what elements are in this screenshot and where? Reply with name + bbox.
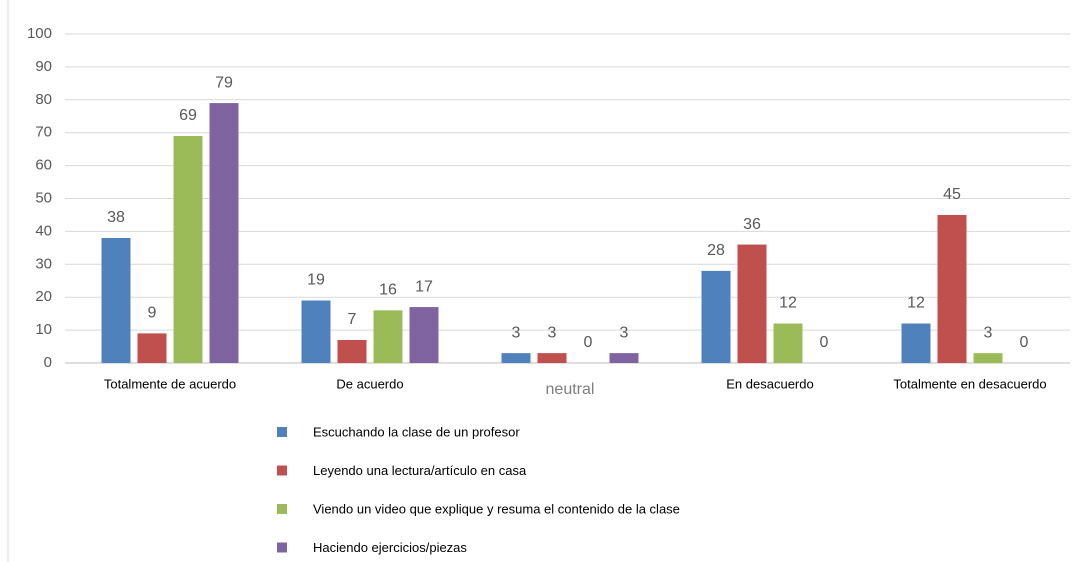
value-label: 3 xyxy=(620,324,629,341)
value-label: 3 xyxy=(548,324,557,341)
value-label: 12 xyxy=(907,295,925,312)
bar xyxy=(737,244,767,363)
bar xyxy=(301,300,331,363)
value-label: 16 xyxy=(379,282,397,299)
value-label: 69 xyxy=(179,107,197,124)
legend-swatch xyxy=(277,427,287,437)
value-label: 79 xyxy=(215,74,233,91)
value-label: 17 xyxy=(415,278,433,295)
y-tick-label: 80 xyxy=(35,91,52,108)
y-tick-label: 20 xyxy=(35,288,52,305)
value-label: 9 xyxy=(148,305,157,322)
value-label: 0 xyxy=(584,334,593,351)
value-label: 0 xyxy=(820,334,829,351)
value-label: 45 xyxy=(943,186,961,203)
x-tick-label: Totalmente en desacuerdo xyxy=(893,376,1046,391)
y-tick-label: 0 xyxy=(44,354,52,371)
bar xyxy=(209,103,239,363)
bar xyxy=(973,353,1003,363)
y-tick-label: 90 xyxy=(35,58,52,75)
bar xyxy=(937,214,967,363)
bar xyxy=(101,237,131,363)
value-label: 3 xyxy=(512,324,521,341)
y-tick-label: 10 xyxy=(35,321,52,338)
y-tick-label: 60 xyxy=(35,157,52,174)
x-tick-label: neutral xyxy=(546,381,595,398)
legend-label: Viendo un video que explique y resuma el… xyxy=(313,501,680,516)
bar xyxy=(373,310,403,363)
bar xyxy=(337,339,367,363)
value-label: 7 xyxy=(348,311,357,328)
bar xyxy=(701,270,731,363)
x-tick-label: De acuerdo xyxy=(336,376,403,391)
y-tick-label: 30 xyxy=(35,255,52,272)
bar xyxy=(409,307,439,363)
bar xyxy=(137,333,167,363)
y-tick-label: 40 xyxy=(35,222,52,239)
y-tick-label: 100 xyxy=(27,25,52,42)
x-tick-label: Totalmente de acuerdo xyxy=(104,376,236,391)
legend-swatch xyxy=(277,504,287,514)
value-label: 38 xyxy=(107,209,125,226)
value-label: 36 xyxy=(743,216,761,233)
legend-swatch xyxy=(277,465,287,476)
bar xyxy=(537,353,567,363)
bar xyxy=(773,323,803,363)
value-label: 12 xyxy=(779,295,797,312)
bar xyxy=(173,135,203,363)
legend-swatch xyxy=(277,542,287,553)
value-label: 19 xyxy=(307,272,325,289)
bar xyxy=(501,353,531,363)
value-label: 28 xyxy=(707,242,725,259)
legend-label: Leyendo una lectura/artículo en casa xyxy=(313,463,527,478)
bar xyxy=(609,353,639,363)
bar xyxy=(901,323,931,363)
value-label: 0 xyxy=(1020,334,1029,351)
y-tick-label: 70 xyxy=(35,124,52,141)
legend-label: Escuchando la clase de un profesor xyxy=(313,424,520,439)
x-tick-label: En desacuerdo xyxy=(726,376,813,391)
value-label: 3 xyxy=(984,324,993,341)
y-tick-label: 50 xyxy=(35,189,52,206)
legend-label: Haciendo ejercicios/piezas xyxy=(313,540,467,555)
